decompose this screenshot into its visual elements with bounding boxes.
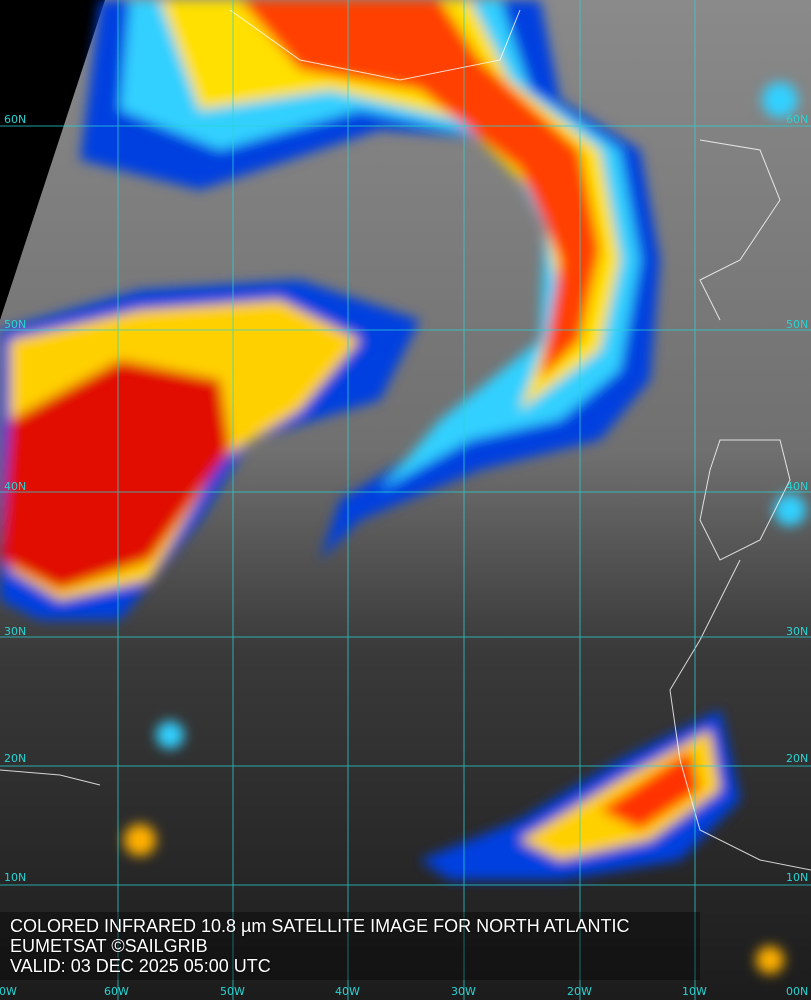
lat-label-20n-right: 20N (786, 752, 809, 765)
lon-label-00n: 00N (786, 985, 809, 998)
no-data-region (0, 0, 105, 320)
lat-label-60n: 60N (4, 113, 27, 126)
lat-label-60n-right: 60N (786, 113, 809, 126)
lat-label-50n-right: 50N (786, 318, 809, 331)
lat-label-30n: 30N (4, 625, 27, 638)
caption-backdrop (0, 912, 700, 980)
caption-credit: EUMETSAT ©SAILGRIB (10, 936, 208, 956)
lat-label-40n-right: 40N (786, 480, 809, 493)
lat-label-30n-right: 30N (786, 625, 809, 638)
lat-label-10n-right: 10N (786, 871, 809, 884)
cloud-systems (0, 0, 806, 974)
lon-label-60w: 60W (104, 985, 129, 998)
lon-label-30w: 30W (451, 985, 476, 998)
lat-label-50n: 50N (4, 318, 27, 331)
coastlines (0, 9, 811, 871)
lon-label-70w: 70W (0, 985, 17, 998)
caption-valid-time: VALID: 03 DEC 2025 05:00 UTC (10, 956, 271, 976)
lon-label-10w: 10W (682, 985, 707, 998)
lat-label-20n: 20N (4, 752, 27, 765)
image-caption: COLORED INFRARED 10.8 µm SATELLITE IMAGE… (10, 916, 629, 976)
lat-label-10n: 10N (4, 871, 27, 884)
lon-label-20w: 20W (567, 985, 592, 998)
lon-label-50w: 50W (220, 985, 245, 998)
caption-title: COLORED INFRARED 10.8 µm SATELLITE IMAGE… (10, 916, 630, 936)
lon-label-40w: 40W (335, 985, 360, 998)
lat-label-40n: 40N (4, 480, 27, 493)
